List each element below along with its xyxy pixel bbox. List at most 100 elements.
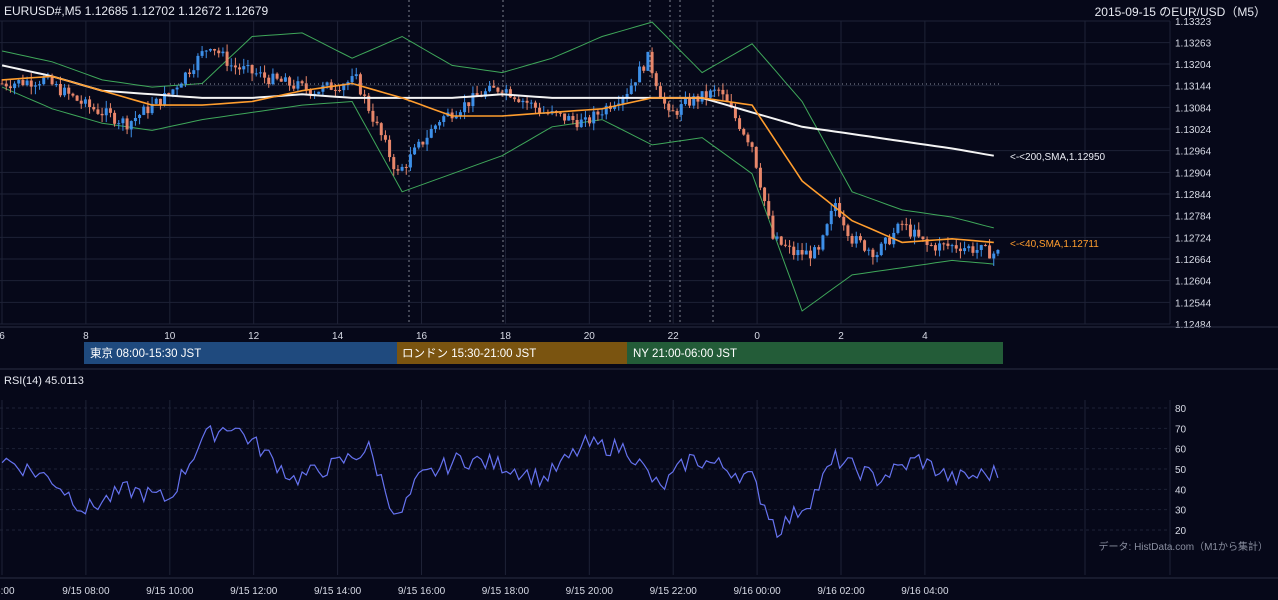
candle-body bbox=[992, 253, 996, 259]
candle-body bbox=[771, 215, 775, 239]
candle-body bbox=[763, 187, 767, 202]
candle-body bbox=[888, 237, 892, 245]
candle-body bbox=[388, 139, 392, 158]
candle-body bbox=[104, 108, 108, 116]
candle-body bbox=[917, 229, 921, 237]
candle-body bbox=[204, 50, 208, 52]
candle-body bbox=[517, 99, 521, 103]
candle-body bbox=[904, 224, 908, 226]
candle-body bbox=[213, 49, 217, 51]
candle-body bbox=[454, 115, 458, 119]
rsi-tick-label: 50 bbox=[1175, 465, 1187, 476]
candle-body bbox=[333, 89, 337, 91]
candle-body bbox=[338, 89, 342, 91]
candle-body bbox=[688, 98, 692, 106]
candle-body bbox=[271, 73, 275, 85]
candle-body bbox=[392, 157, 396, 170]
candle-body bbox=[296, 81, 300, 89]
candle-body bbox=[754, 146, 758, 168]
candle-body bbox=[429, 128, 433, 138]
candle-body bbox=[963, 248, 967, 252]
candle-body bbox=[358, 74, 362, 95]
time-tick-bottom: 9/15 20:00 bbox=[566, 586, 614, 597]
time-tick-top: 22 bbox=[668, 331, 680, 342]
candle-body bbox=[0, 83, 4, 85]
candle-body bbox=[925, 239, 929, 245]
candle-body bbox=[871, 249, 875, 258]
price-tick-label: 1.13024 bbox=[1175, 125, 1212, 136]
candle-body bbox=[17, 80, 21, 84]
candle-body bbox=[71, 93, 75, 96]
candle-body bbox=[283, 77, 287, 82]
price-tick-label: 1.13204 bbox=[1175, 60, 1212, 71]
candle-body bbox=[675, 110, 679, 115]
candle-body bbox=[721, 89, 725, 95]
candle-body bbox=[238, 67, 242, 70]
candle-body bbox=[579, 119, 583, 128]
candle-body bbox=[321, 85, 325, 92]
candle-body bbox=[200, 51, 204, 56]
candle-body bbox=[92, 107, 96, 110]
rsi-label: RSI(14) 45.0113 bbox=[4, 375, 84, 387]
candle-body bbox=[150, 103, 154, 114]
candle-body bbox=[692, 96, 696, 106]
candle-body bbox=[325, 82, 329, 86]
candle-body bbox=[750, 142, 754, 147]
candle-body bbox=[946, 243, 950, 246]
candle-body bbox=[592, 111, 596, 124]
candle-body bbox=[704, 91, 708, 98]
candle-body bbox=[854, 236, 858, 244]
candle-body bbox=[267, 77, 271, 85]
candle-body bbox=[350, 76, 354, 83]
candle-body bbox=[504, 89, 508, 93]
candle-body bbox=[363, 94, 367, 96]
candle-body bbox=[158, 98, 162, 106]
candle-body bbox=[275, 73, 279, 79]
chart-title: 2015-09-15 のEUR/USD（M5） bbox=[1095, 5, 1266, 19]
candle-body bbox=[742, 128, 746, 135]
candle-body bbox=[867, 249, 871, 251]
time-tick-top: 2 bbox=[838, 331, 844, 342]
candle-body bbox=[600, 114, 604, 116]
candle-body bbox=[525, 100, 529, 103]
session-london-bar bbox=[397, 342, 627, 364]
session-tokyo-bar bbox=[84, 342, 397, 364]
rsi-line bbox=[1, 424, 999, 539]
candle-body bbox=[538, 107, 542, 113]
candle-body bbox=[404, 166, 408, 168]
candle-body bbox=[483, 91, 487, 97]
candle-body bbox=[988, 245, 992, 259]
price-tick-label: 1.13263 bbox=[1175, 39, 1212, 50]
candle-body bbox=[33, 85, 37, 87]
candle-body bbox=[646, 51, 650, 71]
candle-body bbox=[63, 87, 67, 96]
rsi-tick-label: 20 bbox=[1175, 526, 1187, 537]
time-tick-top: 8 bbox=[83, 331, 89, 342]
candle-body bbox=[383, 135, 387, 140]
candle-body bbox=[496, 87, 500, 92]
candle-body bbox=[196, 55, 200, 71]
time-tick-top: 20 bbox=[584, 331, 596, 342]
candle-body bbox=[588, 117, 592, 124]
candle-body bbox=[958, 248, 962, 252]
candle-body bbox=[613, 105, 617, 109]
candle-body bbox=[317, 91, 321, 94]
candle-body bbox=[96, 109, 100, 114]
time-tick-top: 4 bbox=[922, 331, 928, 342]
candle-body bbox=[733, 107, 737, 119]
candle-body bbox=[929, 244, 933, 246]
candle-body bbox=[342, 85, 346, 91]
candle-body bbox=[142, 106, 146, 115]
candle-body bbox=[746, 134, 750, 143]
candle-body bbox=[792, 246, 796, 256]
candle-body bbox=[717, 89, 721, 91]
rsi-tick-label: 30 bbox=[1175, 506, 1187, 517]
candle-body bbox=[679, 104, 683, 115]
candle-body bbox=[654, 73, 658, 87]
candle-body bbox=[163, 93, 167, 106]
time-tick-bottom: 9/15 22:00 bbox=[650, 586, 698, 597]
candle-body bbox=[367, 95, 371, 111]
moving-averages bbox=[1, 64, 994, 244]
candle-body bbox=[125, 118, 129, 130]
session-london-label: ロンドン 15:30-21:00 JST bbox=[402, 348, 536, 360]
